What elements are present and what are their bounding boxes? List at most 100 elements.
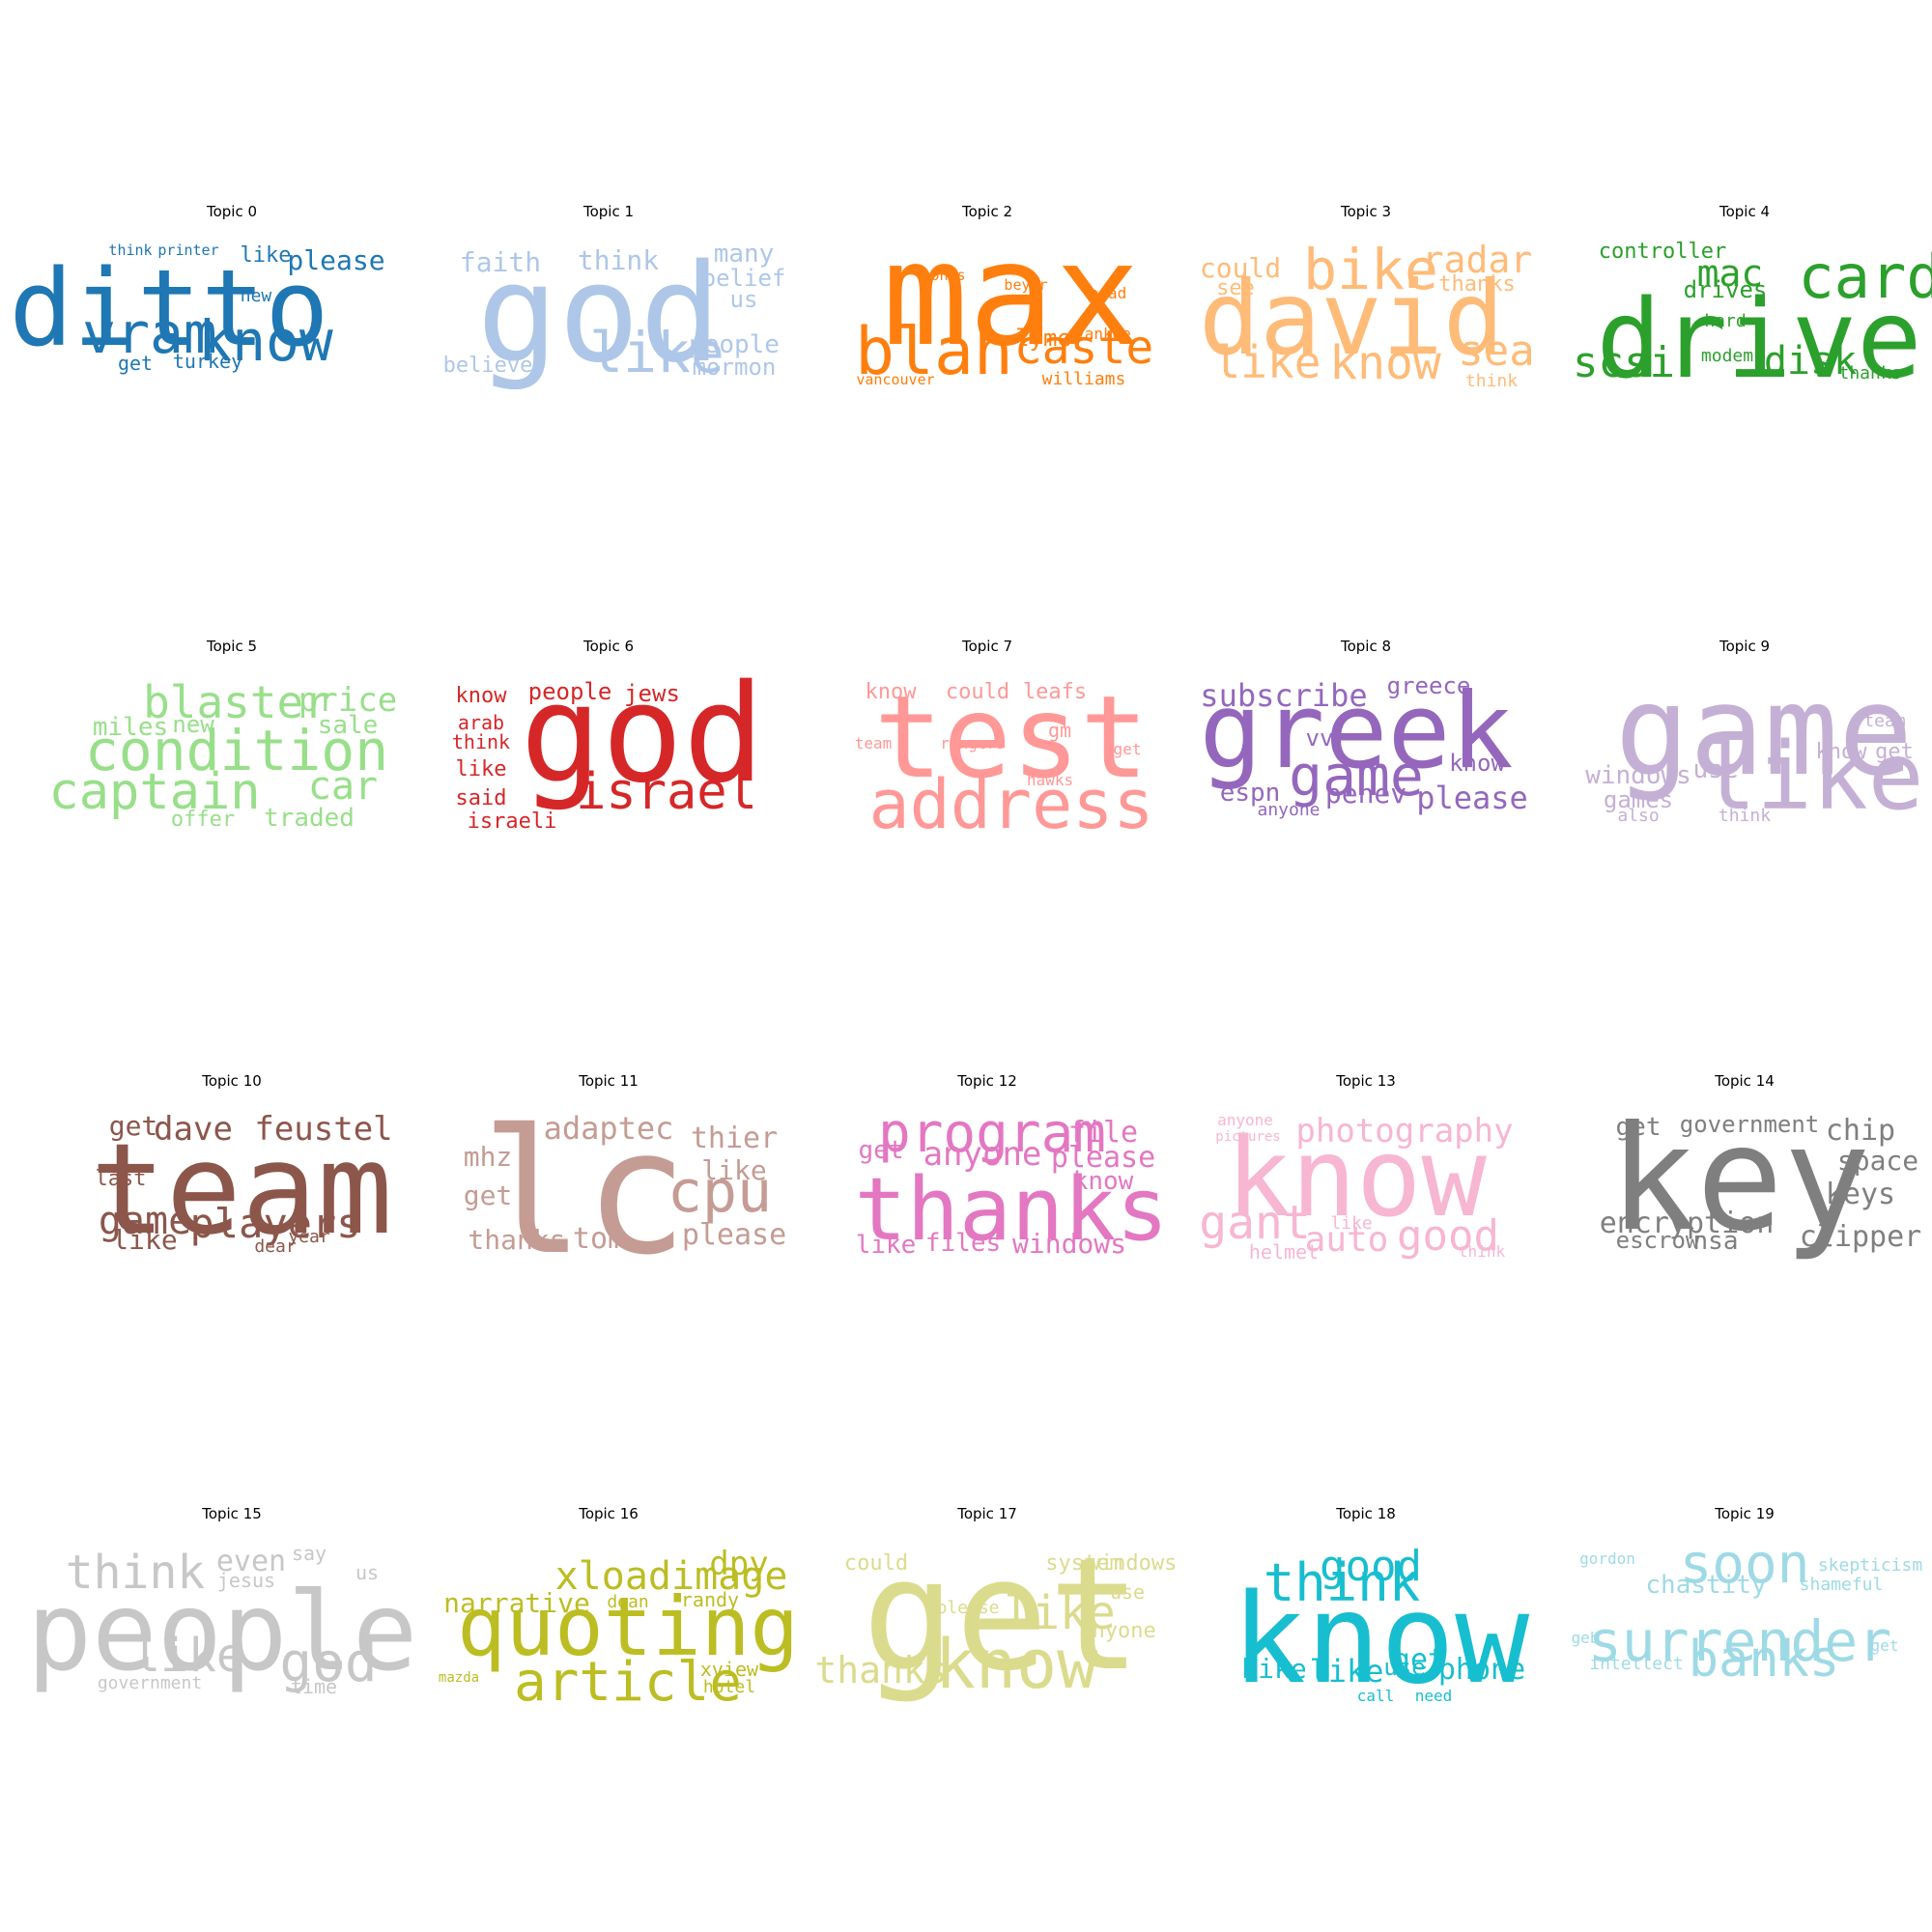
panel-title: Topic 0 (206, 203, 258, 220)
word-cloud: key get government chip space keys encryption e… (1571, 1097, 1922, 1271)
cloud-word: leafs (1022, 680, 1088, 704)
cloud-word: nsa (1692, 1227, 1739, 1256)
cloud-word: lyme (1015, 325, 1071, 352)
cloud-word: lc (480, 1093, 689, 1293)
cloud-word: arab (457, 711, 505, 734)
cloud-word: israeli (467, 810, 557, 834)
cloud-word: sea (1458, 327, 1535, 376)
cloud-word: chip (1825, 1114, 1896, 1148)
cloud-word: vancouver (856, 371, 935, 388)
cloud-word: like (589, 320, 724, 385)
cloud-word: many (713, 240, 775, 269)
cloud-word: people (689, 330, 780, 359)
topic-panel: Topic 5 condition blaster price miles new sale… (48, 638, 406, 840)
cloud-word: feustel (254, 1110, 393, 1149)
cloud-word: gordon (1579, 1549, 1635, 1568)
cloud-word: mormon (692, 354, 777, 381)
cloud-word: bike (1241, 1653, 1307, 1685)
word-cloud: know photography anyone pictures gant like aut… (1192, 1097, 1540, 1271)
topic-panel: Topic 9 game like team know get windows use game… (1571, 638, 1923, 840)
cloud-word: dean (607, 1592, 649, 1612)
cloud-word: sale (317, 711, 379, 740)
cloud-word: people (26, 1570, 418, 1695)
cloud-word: thier (690, 1122, 779, 1155)
cloud-word: like (1309, 1653, 1384, 1690)
cloud-word: please (287, 244, 385, 276)
cloud-word: please (681, 1218, 787, 1252)
cloud-word: windows (1585, 761, 1691, 790)
cloud-word: anyone (923, 1135, 1042, 1174)
cloud-word: government (1679, 1111, 1820, 1138)
cloud-word: tom (572, 1222, 626, 1256)
cloud-word: use (1692, 755, 1739, 784)
cloud-word: quoting (456, 1579, 800, 1674)
cloud-word: think (65, 1546, 206, 1600)
cloud-word: god (279, 1632, 378, 1694)
cloud-word: captain (48, 763, 261, 821)
cloud-word: players (189, 1200, 361, 1247)
cloud-word: know (1449, 750, 1505, 777)
cloud-word: thanks (1838, 363, 1902, 384)
panel-title: Topic 13 (1336, 1072, 1396, 1090)
cloud-word: rangers (940, 734, 1006, 753)
cloud-word: windows (1087, 1551, 1178, 1576)
word-cloud: condition blaster price miles new sale captain… (48, 663, 406, 837)
cloud-word: think (577, 244, 660, 276)
cloud-word: think (451, 730, 511, 753)
word-cloud: game like team know get windows use games also th… (1571, 663, 1923, 837)
cloud-word: miles (92, 713, 169, 742)
cloud-word: dpy (709, 1545, 769, 1583)
cloud-word: greece (1386, 672, 1471, 699)
panel-title: Topic 12 (957, 1072, 1017, 1090)
cloud-word: dave (154, 1110, 233, 1149)
cloud-word: know (865, 680, 917, 704)
cloud-word: know (1072, 1167, 1134, 1196)
cloud-word: condition (84, 718, 389, 783)
cloud-word: intellect (1589, 1654, 1684, 1674)
cloud-word: encryption (1599, 1207, 1775, 1240)
cloud-word: use (1383, 1654, 1426, 1681)
topic-panel: Topic 16 quoting article xloadimage dpy narra… (435, 1505, 799, 1710)
cloud-word: people (527, 678, 612, 705)
word-cloud: team get dave feustel last game players like yea… (58, 1097, 406, 1271)
cloud-word: get (862, 1524, 1142, 1705)
cloud-word: know (198, 308, 333, 374)
cloud-word: file (1067, 1116, 1139, 1150)
cloud-word: windows (1011, 1228, 1127, 1260)
cloud-word: could (843, 1551, 909, 1576)
word-cloud: max blah caste bonds beyer brad lyme yankee will… (813, 223, 1161, 402)
word-cloud: drive card mac controller drives hard scsi mode… (1571, 228, 1932, 402)
cloud-word: thanks (468, 1224, 566, 1256)
cloud-word: get (1113, 740, 1142, 758)
cloud-word: think (108, 242, 153, 259)
cloud-word: program (877, 1102, 1107, 1165)
panel-title: Topic 3 (1340, 203, 1392, 220)
word-cloud: test address know could leafs gm team rangers ge… (813, 663, 1161, 838)
panel-title: Topic 4 (1719, 203, 1771, 220)
cloud-word: need (1414, 1687, 1453, 1705)
cloud-word: penev (1324, 778, 1407, 810)
cloud-word: radar (1421, 239, 1533, 281)
cloud-word: cpu (667, 1158, 773, 1226)
panel-title: Topic 17 (957, 1505, 1017, 1522)
cloud-word: clipper (1799, 1220, 1922, 1254)
cloud-word: team (90, 1116, 393, 1263)
panel-title: Topic 16 (579, 1505, 639, 1522)
cloud-word: xview (699, 1658, 759, 1681)
cloud-word: please (1416, 780, 1528, 816)
cloud-word: say (291, 1542, 327, 1565)
cloud-word: even (215, 1545, 287, 1578)
topic-panel: Topic 19 surrender soon gordon skepticism cha… (1571, 1505, 1923, 1708)
topic-panel: Topic 6 god israel people jews know arab think l… (435, 638, 782, 840)
cloud-word: david (1198, 260, 1505, 378)
cloud-word: traded (264, 804, 355, 833)
cloud-word: gm (1047, 719, 1072, 742)
panel-title: Topic 5 (206, 638, 258, 655)
cloud-word: god (520, 656, 765, 813)
cloud-word: printer (157, 242, 219, 259)
cloud-word: team (854, 734, 893, 753)
cloud-word: banks (1688, 1631, 1840, 1689)
cloud-word: know (1329, 336, 1441, 390)
cloud-word: bike (1303, 237, 1438, 302)
cloud-word: skepticism (1817, 1555, 1923, 1576)
